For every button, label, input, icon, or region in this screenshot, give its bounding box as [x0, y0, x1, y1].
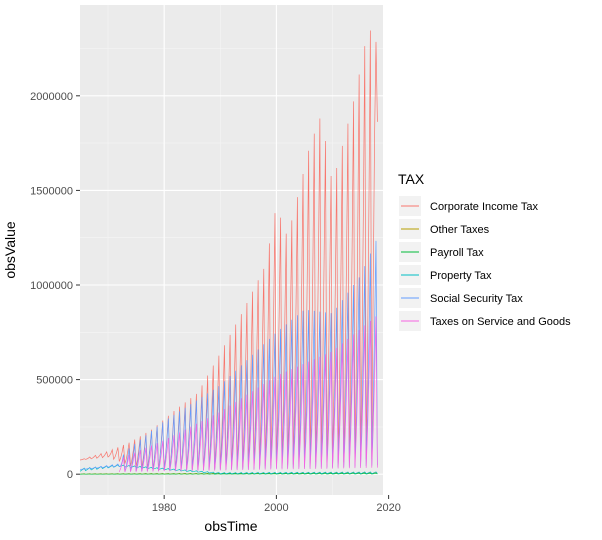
x-axis-title: obsTime	[204, 518, 257, 534]
x-tick-label: 2000	[264, 502, 288, 514]
series-layer	[79, 30, 378, 475]
x-tick-label: 1980	[152, 502, 176, 514]
y-axis: 0 500000 1000000 1500000 2000000	[30, 91, 80, 481]
series-line	[118, 316, 378, 473]
y-tick-label: 2000000	[30, 91, 73, 103]
series-line	[79, 464, 378, 475]
legend-label: Corporate Income Tax	[430, 201, 539, 213]
y-tick-label: 1000000	[30, 280, 73, 292]
y-tick-label: 0	[67, 469, 73, 481]
legend-label: Other Taxes	[430, 224, 490, 236]
series-line	[79, 240, 378, 472]
legend-label: Taxes on Service and Goods	[430, 316, 571, 328]
legend-title: TAX	[398, 171, 425, 187]
y-axis-title: obsValue	[2, 221, 18, 279]
y-tick-label: 1500000	[30, 185, 73, 197]
series-line	[79, 472, 378, 475]
legend-label: Property Tax	[430, 270, 492, 282]
legend: TAX Corporate Income Tax Other Taxes Payro…	[398, 171, 571, 331]
x-tick-label: 2020	[376, 502, 400, 514]
y-tick-label: 500000	[36, 375, 73, 387]
legend-label: Payroll Tax	[430, 247, 484, 259]
grid-minor	[80, 5, 383, 495]
x-axis: 1980 2000 2020	[152, 495, 401, 514]
legend-label: Social Security Tax	[430, 293, 523, 305]
